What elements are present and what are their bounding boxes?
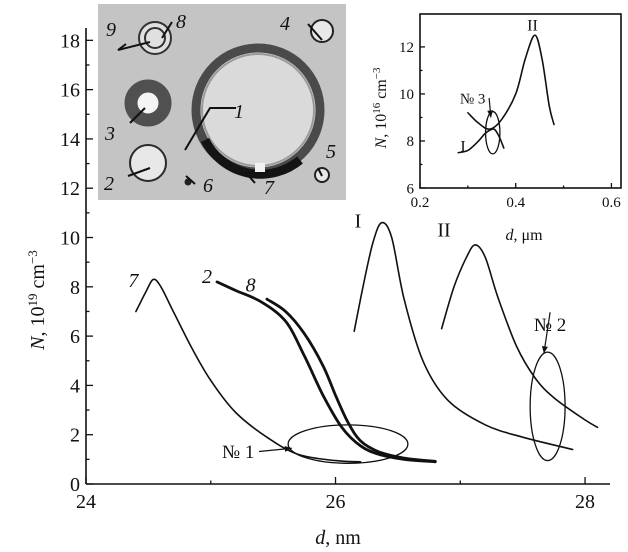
main-x-tick-label: 28 <box>575 491 595 513</box>
main-series-7-line <box>135 278 362 463</box>
ring-label-3: 3 <box>104 123 115 145</box>
main-x-axis-label: d, nm <box>315 527 361 549</box>
inset-axes-frame <box>419 13 622 189</box>
pointer-2 <box>127 167 151 177</box>
pointer-4 <box>307 23 323 41</box>
inset-x-tick-label: 0.4 <box>506 195 525 211</box>
main-annotation-label: № 2 <box>534 315 566 336</box>
inset-y-tick-label: 8 <box>407 134 415 150</box>
main-y-axis-label: N, 1019 cm−3 <box>25 250 50 351</box>
main-y-unit-pre: , 10 <box>27 306 49 336</box>
pointer-9 <box>117 41 151 51</box>
inset-y-exp: 16 <box>371 102 383 114</box>
inset-annotation-arrowhead <box>487 110 494 118</box>
main-x-tick-label: 24 <box>76 491 96 513</box>
pointer-5 <box>317 167 323 177</box>
main-y-exp: 19 <box>25 293 40 306</box>
main-y-tick-label: 4 <box>70 375 80 397</box>
main-annotation-ellipse <box>287 424 409 464</box>
inset-y-axis-label: N, 1016 cm−3 <box>371 67 390 149</box>
photo-inset: 1 2 3 4 5 6 7 8 9 <box>98 4 346 200</box>
main-y-tick-label: 8 <box>70 277 80 299</box>
main-y-var: N <box>27 335 49 351</box>
inset-y-tick-label: 6 <box>407 181 415 197</box>
main-y-tick-label: 16 <box>60 80 80 102</box>
ring-8-image <box>144 27 166 49</box>
ring-4-image <box>310 19 334 43</box>
inset-y-unit-post: cm <box>373 79 390 103</box>
inset-x-tick-label: 0.2 <box>411 195 430 211</box>
ring-label-1: 1 <box>234 101 244 123</box>
ring-7-marker <box>255 163 265 172</box>
ring-label-8: 8 <box>176 11 186 33</box>
main-y-unit-exp: −3 <box>25 250 40 264</box>
main-x-unit: , nm <box>325 527 361 549</box>
inset-y-tick-label: 10 <box>399 87 414 103</box>
inset-y-unit-pre: , 10 <box>373 114 390 138</box>
ring-3-image <box>124 79 172 127</box>
main-annotation-label: № 1 <box>222 442 254 463</box>
main-annotation-arrowhead <box>284 445 292 452</box>
main-series-8-line <box>265 297 437 463</box>
pointer-7 <box>243 172 262 184</box>
main-y-tick-label: 2 <box>70 425 80 447</box>
main-y-tick-label: 18 <box>60 30 80 52</box>
inset-y-unit-exp: −3 <box>371 67 383 79</box>
main-y-unit-post: cm <box>27 264 49 294</box>
ring-label-9: 9 <box>106 19 116 41</box>
main-series-II-line <box>440 244 599 429</box>
ring-2-image <box>129 144 167 182</box>
pointer-8 <box>161 21 173 39</box>
main-y-tick-label: 12 <box>60 178 80 200</box>
main-x-var: d <box>315 527 326 549</box>
main-x-tick-label: 26 <box>326 491 346 513</box>
main-series-I-line <box>353 221 574 451</box>
ring-label-4: 4 <box>280 13 290 35</box>
inset-x-tick-label: 0.6 <box>602 195 621 211</box>
main-series-I-label: I <box>355 211 362 233</box>
inset-annotation-label: № 3 <box>460 91 486 107</box>
main-annotation-arrowhead <box>541 345 548 354</box>
main-series-7-label: 7 <box>128 270 139 292</box>
main-series-II-label: II <box>437 219 450 241</box>
main-series-2-line <box>215 280 437 464</box>
inset-series-II-line <box>467 34 555 131</box>
main-y-tick-label: 10 <box>60 228 80 250</box>
ring-label-5: 5 <box>326 141 336 163</box>
inset-y-var: N <box>373 136 390 149</box>
pointer-3 <box>129 107 146 124</box>
main-series-8-label: 8 <box>246 275 256 297</box>
inset-x-unit: , μm <box>513 227 543 244</box>
main-y-tick-label: 14 <box>60 129 80 151</box>
inset-x-var: d <box>505 227 514 244</box>
inset-y-tick-label: 12 <box>399 40 414 56</box>
main-y-tick-label: 0 <box>70 474 80 496</box>
inset-series-I-label: I <box>460 139 465 156</box>
inset-series-I-line <box>457 128 505 154</box>
ring-label-6: 6 <box>203 175 213 197</box>
pointer-1 <box>184 107 236 151</box>
inset-x-axis-label: d, μm <box>505 227 543 244</box>
ring-label-2: 2 <box>104 173 114 195</box>
inset-series-II-label: II <box>527 17 538 34</box>
ring-9-image <box>138 21 172 55</box>
pointer-6 <box>185 175 196 185</box>
main-annotation-ellipse <box>529 351 566 462</box>
main-series-2-label: 2 <box>202 266 212 288</box>
ring-label-7: 7 <box>264 177 275 199</box>
main-y-tick-label: 6 <box>70 326 80 348</box>
